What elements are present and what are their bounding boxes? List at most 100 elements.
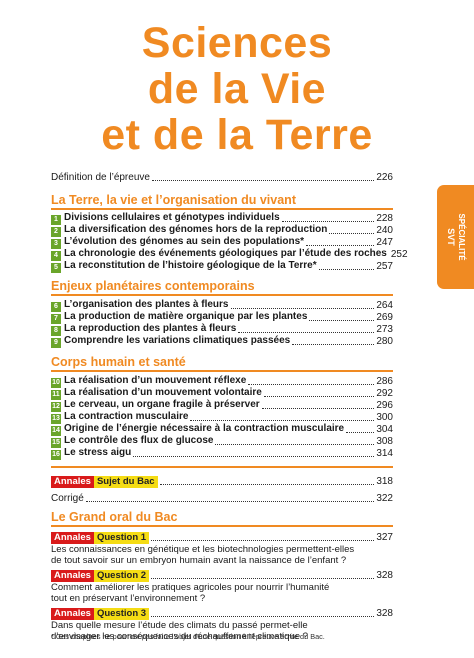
- toc-page: 328: [376, 570, 393, 581]
- chapter-number: 6: [51, 302, 61, 312]
- question-text: Comment améliorer les pratiques agricole…: [51, 582, 330, 593]
- toc-page: 308: [376, 436, 393, 447]
- toc-label: Origine de l’énergie nécessaire à la con…: [64, 423, 345, 434]
- chapter-number: 12: [51, 402, 61, 412]
- side-tab: SPÉCIALITÉ SVT: [437, 185, 474, 289]
- toc-annales[interactable]: Annales Sujet du Bac 318: [51, 475, 393, 488]
- section-rule: [51, 208, 393, 210]
- title-line-1: Sciences: [141, 19, 333, 67]
- chapter-number: 14: [51, 426, 61, 436]
- toc-item[interactable]: 1 Divisions cellulaires et génotypes indi…: [51, 212, 393, 225]
- toc-item[interactable]: 12 Le cerveau, un organe fragile à préser…: [51, 399, 393, 412]
- toc-item[interactable]: 2 La diversification des génomes hors de …: [51, 224, 393, 237]
- leader-dots: [306, 244, 375, 246]
- toc-question[interactable]: Annales Question 3 328: [51, 607, 393, 620]
- toc-corrige[interactable]: Corrigé 322: [51, 493, 393, 505]
- chapter-number: 3: [51, 239, 61, 249]
- leader-dots: [263, 395, 375, 397]
- leader-dots: [190, 419, 375, 421]
- question-text: Dans quelle mesure l’étude des climats d…: [51, 620, 308, 631]
- chapter-number: 1: [51, 215, 61, 225]
- leader-dots: [318, 268, 375, 270]
- chapter-number: 9: [51, 338, 61, 348]
- toc-item[interactable]: 9 Comprendre les variations climatiques p…: [51, 335, 393, 348]
- toc-label: La reproduction des plantes à fleurs: [64, 323, 237, 334]
- leader-dots: [248, 383, 375, 385]
- toc-label: La réalisation d’un mouvement volontaire: [64, 387, 262, 398]
- section-rule: [51, 525, 393, 527]
- chapter-number: 8: [51, 326, 61, 336]
- question-label: Question 2: [93, 570, 150, 582]
- leader-dots: [151, 179, 375, 181]
- question-text: de tout savoir sur un embryon humain ava…: [51, 555, 347, 566]
- section-rule: [51, 370, 393, 372]
- toc-label: Le stress aigu: [64, 447, 132, 458]
- chapter-number: 16: [51, 450, 61, 460]
- toc-page: 304: [376, 424, 393, 435]
- toc-item[interactable]: 16 Le stress aigu 314: [51, 447, 393, 460]
- toc-item[interactable]: 14 Origine de l’énergie nécessaire à la c…: [51, 423, 393, 436]
- toc-item[interactable]: 4 La chronologie des événements géologiqu…: [51, 248, 408, 261]
- chapter-number: 11: [51, 390, 61, 400]
- toc-item[interactable]: 7 La production de matière organique par …: [51, 311, 393, 324]
- leader-dots: [346, 431, 375, 433]
- toc-question[interactable]: Annales Question 1 327: [51, 531, 393, 544]
- toc-page: 328: [376, 608, 393, 619]
- chapter-number: 10: [51, 378, 61, 388]
- leader-dots: [215, 443, 375, 445]
- toc-page: 264: [376, 300, 393, 311]
- toc-page: 269: [376, 312, 393, 323]
- toc-label: Le cerveau, un organe fragile à préserve…: [64, 399, 260, 410]
- toc-page: 240: [376, 225, 393, 236]
- annales-label: Sujet du Bac: [93, 476, 158, 488]
- toc-page: 322: [376, 493, 393, 504]
- footnote: * Ces chapitres ne pourront pas faire l’…: [51, 632, 325, 641]
- question-label: Question 3: [93, 608, 150, 620]
- chapter-number: 4: [51, 251, 61, 261]
- toc-page: 226: [376, 172, 393, 183]
- toc-label: Le contrôle des flux de glucose: [64, 435, 214, 446]
- leader-dots: [151, 577, 375, 579]
- side-tab-line-2: SVT: [445, 228, 456, 246]
- toc-item[interactable]: 5 La reconstitution de l’histoire géologi…: [51, 260, 393, 273]
- chapter-number: 2: [51, 227, 61, 237]
- toc-item[interactable]: 15 Le contrôle des flux de glucose 308: [51, 435, 393, 448]
- toc-item[interactable]: 13 La contraction musculaire 300: [51, 411, 393, 424]
- section-title: Enjeux planétaires contemporains: [51, 279, 255, 293]
- toc-item[interactable]: 10 La réalisation d’un mouvement réflexe …: [51, 375, 393, 388]
- toc-page: 286: [376, 376, 393, 387]
- section-title: Le Grand oral du Bac: [51, 510, 178, 524]
- toc-page: 314: [376, 448, 393, 459]
- leader-dots: [329, 232, 375, 234]
- toc-page: 247: [376, 237, 393, 248]
- question-text: d’envisager les conséquences du réchauff…: [51, 631, 309, 642]
- leader-dots: [159, 483, 375, 485]
- leader-dots: [230, 307, 375, 309]
- toc-label: L’évolution des génomes au sein des popu…: [64, 236, 305, 247]
- toc-label: La chronologie des événements géologique…: [64, 248, 387, 259]
- toc-item[interactable]: 8 La reproduction des plantes à fleurs 27…: [51, 323, 393, 336]
- toc-item[interactable]: 3 L’évolution des génomes au sein des pop…: [51, 236, 393, 249]
- annales-badge: Annales: [51, 532, 94, 544]
- toc-label: Corrigé: [51, 493, 84, 504]
- toc-label: Comprendre les variations climatiques pa…: [64, 335, 291, 346]
- leader-dots: [281, 220, 375, 222]
- title-line-3: et de la Terre: [101, 111, 373, 159]
- toc-item[interactable]: 11 La réalisation d’un mouvement volontai…: [51, 387, 393, 400]
- section-rule: [51, 294, 393, 296]
- table-of-contents: Définition de l’épreuve 226 La Terre, la…: [51, 172, 408, 642]
- section-title: La Terre, la vie et l’organisation du vi…: [51, 193, 296, 207]
- leader-dots: [133, 455, 375, 457]
- toc-label: La contraction musculaire: [64, 411, 189, 422]
- leader-dots: [309, 319, 375, 321]
- chapter-number: 7: [51, 314, 61, 324]
- toc-question[interactable]: Annales Question 2 328: [51, 569, 393, 582]
- toc-page: 318: [376, 476, 393, 487]
- toc-item[interactable]: 6 L’organisation des plantes à fleurs 264: [51, 299, 393, 312]
- leader-dots: [151, 539, 375, 541]
- toc-definition[interactable]: Définition de l’épreuve 226: [51, 172, 393, 184]
- question-text: Les connaissances en génétique et les bi…: [51, 544, 355, 555]
- chapter-number: 5: [51, 263, 61, 273]
- annales-badge: Annales: [51, 608, 94, 620]
- page-title: Sciences de la Vie et de la Terre: [0, 20, 474, 158]
